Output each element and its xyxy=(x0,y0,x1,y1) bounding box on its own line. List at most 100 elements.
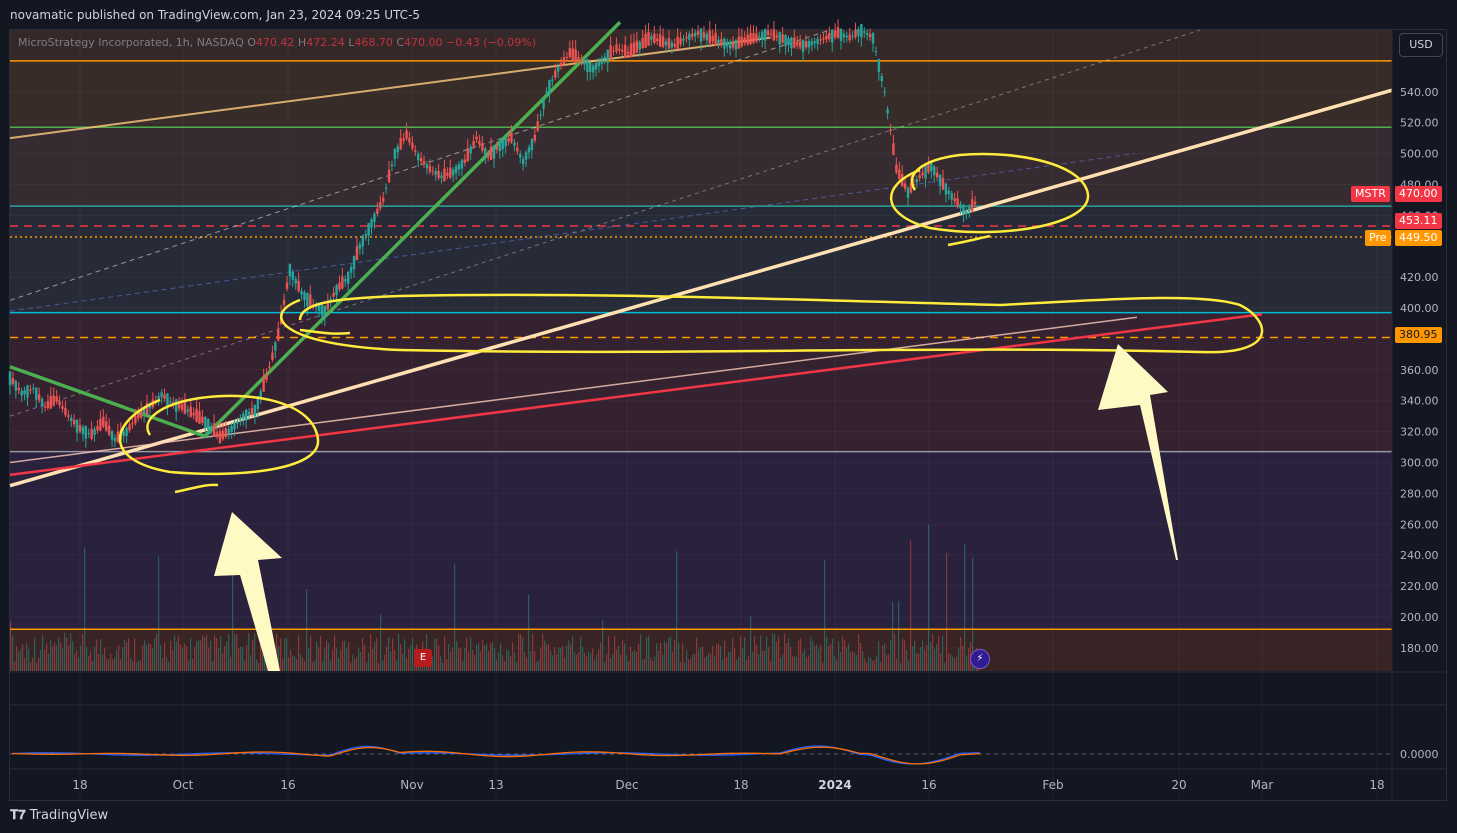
candle-body xyxy=(300,290,303,295)
candle-body xyxy=(860,24,863,38)
price-axis-label: 520.00 xyxy=(1400,117,1439,130)
line-price-tag: 453.11 xyxy=(1395,213,1442,229)
volume-bar xyxy=(570,644,572,671)
volume-bar xyxy=(150,644,152,671)
volume-bar xyxy=(10,621,12,671)
candle-body xyxy=(183,401,187,414)
candle-body xyxy=(559,63,563,67)
candle-body xyxy=(973,201,977,205)
price-axis-label: 260.00 xyxy=(1400,518,1439,531)
candle-body xyxy=(218,430,222,444)
close-value: 470.00 xyxy=(404,36,443,49)
candle-body xyxy=(615,44,618,52)
volume-bar xyxy=(942,636,944,671)
volume-bar xyxy=(938,635,940,671)
volume-bar xyxy=(606,654,608,671)
candle-body xyxy=(781,34,784,43)
candle-body xyxy=(600,58,604,64)
volume-bar xyxy=(490,642,492,671)
candle-body xyxy=(650,36,653,40)
candle-body xyxy=(282,299,286,305)
candle-body xyxy=(239,418,242,421)
candle-body xyxy=(271,352,274,360)
candle-body xyxy=(314,305,318,308)
candle-body xyxy=(344,279,347,282)
volume-bar xyxy=(258,662,260,671)
volume-bar xyxy=(114,657,116,671)
volume-bar xyxy=(24,658,26,671)
volume-bar xyxy=(394,649,396,671)
volume-bar xyxy=(262,653,264,671)
candle-body xyxy=(577,57,580,61)
candle-body xyxy=(705,33,709,41)
volume-bar xyxy=(612,653,614,671)
dividend-marker-icon[interactable]: ⚡ xyxy=(970,649,990,669)
candle-body xyxy=(23,390,26,395)
volume-bar xyxy=(276,633,278,671)
candle-body xyxy=(481,143,484,151)
volume-bar xyxy=(180,644,182,671)
volume-bar xyxy=(674,640,676,671)
candle-body xyxy=(20,390,23,396)
candle-body xyxy=(571,48,574,61)
volume-bar xyxy=(124,639,126,671)
volume-bar xyxy=(434,638,436,671)
candle-body xyxy=(740,36,744,47)
volume-bar xyxy=(676,551,678,671)
volume-bar xyxy=(84,547,86,671)
volume-bar xyxy=(702,646,704,671)
candle-body xyxy=(297,280,300,292)
volume-bar xyxy=(390,651,392,671)
volume-bar xyxy=(316,641,318,671)
candle-body xyxy=(679,38,682,45)
candle-body xyxy=(29,389,32,391)
candle-body xyxy=(886,109,889,114)
volume-bar xyxy=(714,656,716,671)
volume-bar xyxy=(482,640,484,671)
candle-body xyxy=(609,45,612,60)
volume-bar xyxy=(790,646,792,671)
candle-body xyxy=(396,146,399,153)
volume-bar xyxy=(518,633,520,671)
candle-body xyxy=(221,430,225,440)
candle-body xyxy=(507,138,510,142)
volume-bar xyxy=(486,644,488,671)
volume-bar xyxy=(204,637,206,671)
candle-body xyxy=(443,168,446,182)
candle-body xyxy=(568,48,572,58)
volume-bar xyxy=(254,633,256,671)
candle-body xyxy=(921,172,924,176)
volume-bar xyxy=(932,634,934,671)
candle-body xyxy=(195,408,198,423)
volume-bar xyxy=(72,641,74,671)
time-axis-label: Mar xyxy=(1251,778,1274,792)
candle-body xyxy=(874,51,878,53)
earnings-marker-icon[interactable]: E xyxy=(414,649,432,667)
candle-body xyxy=(848,34,851,41)
price-axis-label: 200.00 xyxy=(1400,611,1439,624)
volume-bar xyxy=(934,649,936,671)
volume-bar xyxy=(552,655,554,671)
price-axis-label: 540.00 xyxy=(1400,86,1439,99)
candle-body xyxy=(947,190,951,195)
volume-bar xyxy=(844,640,846,671)
published-header: novamatic published on TradingView.com, … xyxy=(0,0,1457,30)
volume-bar xyxy=(684,662,686,671)
price-axis-label: 240.00 xyxy=(1400,549,1439,562)
volume-bar xyxy=(184,643,186,671)
volume-bar xyxy=(838,641,840,671)
volume-bar xyxy=(142,645,144,671)
candle-body xyxy=(501,139,504,150)
candle-body xyxy=(370,219,373,228)
volume-bar xyxy=(564,657,566,671)
volume-bar xyxy=(866,662,868,671)
volume-bar xyxy=(778,636,780,671)
volume-bar xyxy=(776,641,778,671)
candle-body xyxy=(950,193,953,200)
volume-bar xyxy=(894,633,896,671)
currency-button[interactable]: USD xyxy=(1399,33,1443,57)
candle-body xyxy=(895,164,898,173)
volume-bar xyxy=(642,660,644,671)
volume-bar xyxy=(30,662,32,671)
